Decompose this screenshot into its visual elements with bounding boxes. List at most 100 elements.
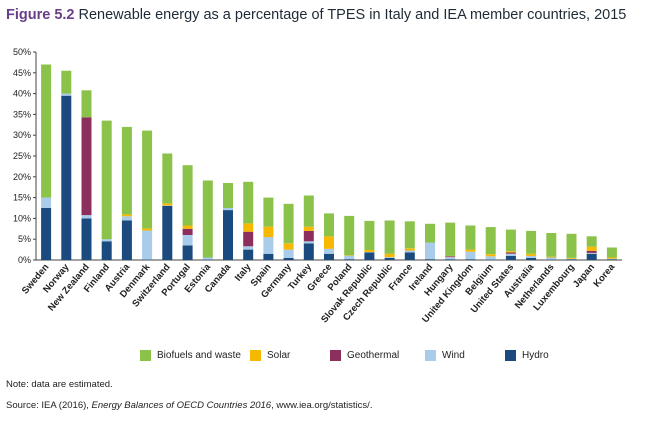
bar-segment-wind [324,248,334,254]
bar-segment-biofuels-and-waste [243,181,254,224]
bar-segment-solar [384,253,395,258]
legend-swatch [505,350,516,361]
legend-label: Solar [267,350,291,361]
bar-segment-biofuels-and-waste [324,213,334,237]
bar-segment-hydro [223,210,233,260]
bar-segment-wind [485,256,496,260]
source-title: Energy Balances of OECD Countries 2016 [91,400,272,411]
bar-segment-wind [404,250,415,253]
bar-segment-hydro [101,241,112,260]
legend-label: Wind [442,350,465,361]
bar-segment-geothermal [586,250,597,253]
bar-segment-hydro [586,253,597,260]
y-tick-label: 30% [13,130,31,140]
y-tick-label: 45% [13,68,31,78]
legend-swatch [330,350,341,361]
bar-segment-biofuels-and-waste [384,220,395,254]
chart-source: Source: IEA (2016), Energy Balances of O… [6,400,372,411]
bar-segment-biofuels-and-waste [364,220,375,250]
y-tick-label: 20% [13,172,31,182]
bar-segment-geothermal [81,117,92,216]
bar-segment-solar [324,236,334,249]
bar-segment-wind [243,246,254,250]
bar-segment-wind [263,237,274,254]
bar-segment-hydro [121,220,132,260]
bar-segment-solar [566,257,577,259]
bar-segment-solar [586,246,597,251]
bar-segment-biofuels-and-waste [162,153,173,204]
bar-segment-biofuels-and-waste [202,180,213,258]
bar-segment-wind [465,251,476,260]
bar-segment-solar [121,214,132,217]
stacked-bar-chart: 0%5%10%15%20%25%30%35%40%45%50%SwedenNor… [13,47,622,325]
bar-segment-wind [61,93,72,96]
legend-label: Biofuels and waste [157,350,241,361]
bar-segment-solar [303,226,314,231]
y-tick-label: 15% [13,193,31,203]
x-tick-label: Japan [571,262,597,290]
bar-segment-hydro [41,208,52,260]
bar-segment-hydro [566,259,577,260]
bar-segment-biofuels-and-waste [404,221,415,249]
x-tick-label: Korea [591,261,617,289]
bar-segment-biofuels-and-waste [566,233,577,258]
bar-segment-wind [526,255,537,258]
bar-segment-wind [202,257,213,260]
bar-segment-solar [505,251,516,253]
bar-segment-solar [182,225,193,229]
bar-segment-biofuels-and-waste [445,222,456,256]
legend-swatch [425,350,436,361]
bar-segment-hydro [526,257,537,260]
bar-segment-biofuels-and-waste [465,225,476,250]
bar-segment-geothermal [445,256,456,258]
bar-segment-wind [121,216,132,221]
y-tick-label: 50% [13,47,31,57]
bar-segment-hydro [445,259,456,260]
bar-segment-biofuels-and-waste [344,215,355,256]
bar-segment-biofuels-and-waste [425,223,435,243]
legend-item-biofuels-and-waste: Biofuels and waste [140,350,241,361]
y-tick-label: 40% [13,89,31,99]
bar-segment-wind [223,208,233,211]
legend-item-solar: Solar [250,350,290,361]
bar-segment-biofuels-and-waste [142,130,153,229]
legend-label: Geothermal [347,350,400,361]
bar-segment-biofuels-and-waste [505,229,516,252]
bar-segment-biofuels-and-waste [223,183,233,208]
bar-segment-solar [404,248,415,251]
bar-segment-hydro [324,253,334,260]
y-tick-label: 25% [13,151,31,161]
figure-title-text: Renewable energy as a percentage of TPES… [78,7,627,23]
bar-segment-biofuels-and-waste [101,120,112,240]
bar-segment-hydro [505,255,516,260]
bar-segment-hydro [283,257,294,260]
bar-segment-hydro [384,257,395,260]
bar-segment-solar [142,228,153,231]
bar-segment-solar [364,250,375,253]
bar-segment-biofuels-and-waste [263,197,274,227]
bar-segment-hydro [606,259,617,260]
bar-segment-biofuels-and-waste [182,165,193,226]
y-tick-label: 0% [18,255,31,265]
legend-item-hydro: Hydro [505,350,549,361]
bar-segment-solar [526,253,537,256]
legend-item-geothermal: Geothermal [330,350,399,361]
bar-segment-solar [465,249,476,252]
legend-swatch [140,350,151,361]
bar-segment-solar [263,226,274,238]
bar-segment-wind [81,215,92,219]
figure-number: Figure 5.2 [6,7,75,23]
bar-segment-hydro [344,259,355,260]
bar-segment-geothermal [303,230,314,242]
bar-segment-hydro [425,259,435,260]
bar-segment-wind [425,242,435,260]
bar-segment-wind [384,257,395,258]
legend-swatch [250,350,261,361]
bar-segment-biofuels-and-waste [303,195,314,227]
bar-segment-wind [445,257,456,260]
bar-segment-biofuels-and-waste [283,203,294,244]
bar-segment-hydro [465,259,476,260]
bar-segment-hydro [263,253,274,260]
bar-segment-hydro [81,218,92,260]
bar-segment-biofuels-and-waste [81,90,92,118]
